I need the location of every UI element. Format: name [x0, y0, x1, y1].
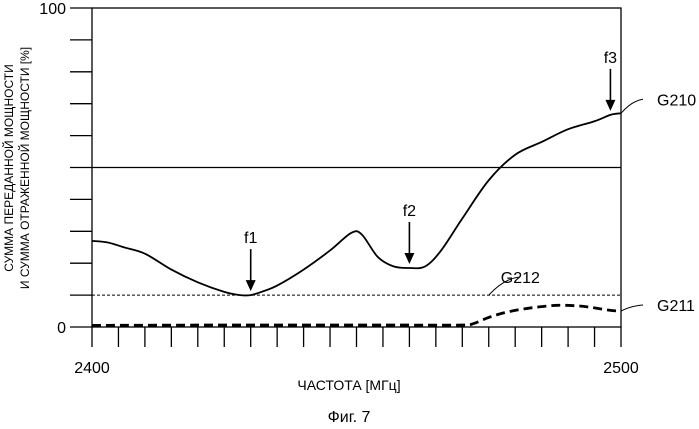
y-tick-label: 100 — [39, 1, 66, 18]
x-tick-label: 2500 — [603, 360, 639, 377]
annotation-label-g211: G211 — [657, 298, 695, 315]
y-tick-label: 0 — [57, 320, 66, 337]
annotation-label-f1: f1 — [244, 230, 257, 247]
x-tick-label: 2400 — [74, 360, 110, 377]
minor-ticks — [70, 8, 621, 347]
annotation-label-f3: f3 — [604, 50, 617, 67]
y-axis-label-line-1: СУММА ПЕРЕДАННОЙ МОЩНОСТИ — [1, 64, 16, 271]
annotation-leader — [621, 99, 643, 113]
annotation-leader — [621, 305, 643, 311]
annotation-arrow-head — [246, 280, 256, 291]
annotation-label-g212: G212 — [501, 270, 540, 287]
y-axis-label-line-2: И СУММА ОТРАЖЕННОЙ МОЩНОСТИ [%] — [17, 47, 32, 289]
series-line-g211 — [92, 305, 621, 325]
annotation-label-g210: G210 — [657, 92, 696, 109]
annotation-label-f2: f2 — [403, 203, 416, 220]
tick-labels: 2400 2500 0 100 — [39, 1, 639, 377]
annotation-arrow-head — [605, 100, 615, 111]
annotation-arrow-head — [404, 253, 414, 264]
series-layer — [92, 113, 621, 325]
annotation-layer: f1 f2 f3 G210 G212 G211 — [244, 50, 696, 315]
x-axis-label: ЧАСТОТА [МГц] — [297, 377, 400, 393]
series-line-g210 — [92, 113, 621, 295]
figure-caption: Фиг. 7 — [328, 409, 371, 426]
